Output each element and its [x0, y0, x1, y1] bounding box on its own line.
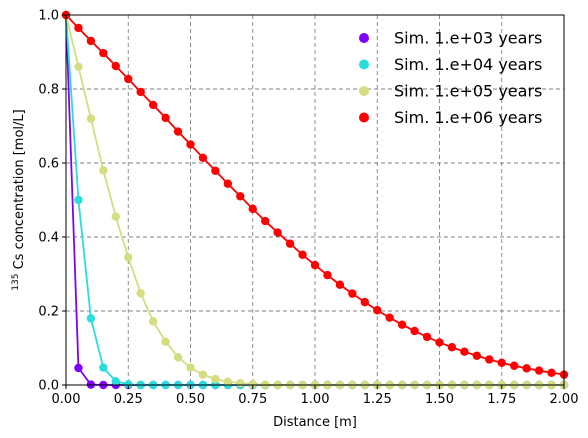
- y-axis-label: 135 Cs concentration [mol/L]: [11, 109, 27, 290]
- data-point: [74, 23, 83, 33]
- data-point: [261, 216, 270, 226]
- data-point: [285, 239, 295, 248]
- data-point: [211, 166, 220, 175]
- x-tick-label: 1.25: [363, 392, 392, 407]
- legend-entry-label: Sim. 1.e+04 years: [394, 55, 542, 74]
- legend-marker: [359, 112, 369, 123]
- data-point: [186, 363, 195, 372]
- data-point: [273, 228, 282, 237]
- data-point: [298, 250, 307, 259]
- x-tick-label: 1.50: [425, 392, 454, 407]
- data-point: [348, 289, 357, 298]
- data-point: [111, 212, 121, 221]
- data-point: [198, 153, 208, 163]
- data-point: [236, 378, 245, 388]
- data-point: [124, 253, 133, 262]
- y-axis-label-superscript: 135: [11, 274, 21, 291]
- data-point: [161, 113, 170, 123]
- data-point: [161, 337, 170, 346]
- x-tick-label: 0.75: [238, 392, 267, 407]
- data-point: [74, 363, 83, 373]
- data-point: [173, 127, 183, 136]
- data-point: [173, 353, 183, 362]
- data-point: [186, 140, 195, 149]
- legend-entry-label: Sim. 1.e+03 years: [394, 29, 542, 48]
- legend-marker: [359, 59, 369, 70]
- data-point: [111, 61, 121, 71]
- data-point: [124, 74, 133, 84]
- data-point: [335, 280, 345, 289]
- x-tick-label: 0.25: [114, 392, 143, 407]
- data-point: [248, 204, 257, 214]
- data-point: [136, 87, 145, 97]
- data-point: [522, 364, 531, 373]
- y-tick-label: 0.4: [38, 231, 59, 246]
- y-axis-ticks: 0.0 0.2 0.4 0.6 0.8 1.0: [38, 9, 66, 394]
- data-point: [435, 338, 444, 347]
- legend: Sim. 1.e+03 years Sim. 1.e+04 years Sim. 1…: [359, 29, 542, 127]
- data-point: [472, 351, 482, 360]
- x-tick-label: 1.00: [301, 392, 330, 407]
- data-point: [547, 368, 556, 377]
- data-point: [310, 260, 320, 270]
- data-point: [323, 270, 332, 280]
- data-point: [385, 313, 394, 322]
- y-axis-label-text: Cs concentration [mol/L]: [12, 109, 27, 273]
- data-point: [148, 100, 158, 110]
- x-tick-label: 0.00: [52, 392, 81, 407]
- data-point: [74, 62, 83, 71]
- data-point: [447, 343, 457, 352]
- y-tick-label: 0.2: [38, 305, 59, 320]
- data-point: [198, 370, 208, 379]
- data-point: [99, 166, 108, 175]
- data-point: [460, 347, 469, 356]
- legend-marker: [359, 33, 369, 43]
- x-tick-label: 2.00: [550, 392, 579, 407]
- data-point: [422, 332, 432, 342]
- data-point: [74, 195, 83, 205]
- data-point: [373, 306, 382, 315]
- data-point: [485, 355, 494, 364]
- x-axis-label: Distance [m]: [273, 415, 357, 430]
- legend-entry-label: Sim. 1.e+06 years: [394, 108, 542, 127]
- data-point: [211, 374, 220, 384]
- data-point: [410, 326, 419, 336]
- data-point: [136, 289, 145, 298]
- data-point: [397, 320, 407, 329]
- y-tick-label: 0.0: [38, 379, 59, 394]
- data-point: [86, 314, 96, 323]
- data-point: [236, 192, 245, 201]
- data-point: [148, 317, 158, 326]
- y-tick-label: 0.6: [38, 157, 59, 172]
- data-point: [86, 114, 96, 123]
- data-point: [248, 380, 257, 389]
- data-point: [86, 36, 96, 46]
- data-point: [223, 377, 233, 386]
- data-point: [99, 363, 108, 372]
- data-point: [497, 358, 506, 367]
- x-tick-label: 0.50: [176, 392, 205, 407]
- y-tick-label: 1.0: [38, 9, 59, 24]
- legend-entry-label: Sim. 1.e+05 years: [394, 82, 542, 101]
- data-point: [223, 179, 233, 188]
- data-point: [534, 366, 544, 375]
- legend-marker: [359, 86, 369, 96]
- x-axis-ticks: 0.00 0.25 0.50 0.75 1.00 1.25 1.50 1.75 2.00: [52, 385, 579, 407]
- data-point: [99, 48, 108, 58]
- data-point: [360, 297, 369, 307]
- data-point: [111, 377, 121, 386]
- data-point: [510, 361, 519, 370]
- data-point: [124, 380, 133, 389]
- y-tick-label: 0.8: [38, 83, 59, 98]
- x-tick-label: 1.75: [487, 392, 516, 407]
